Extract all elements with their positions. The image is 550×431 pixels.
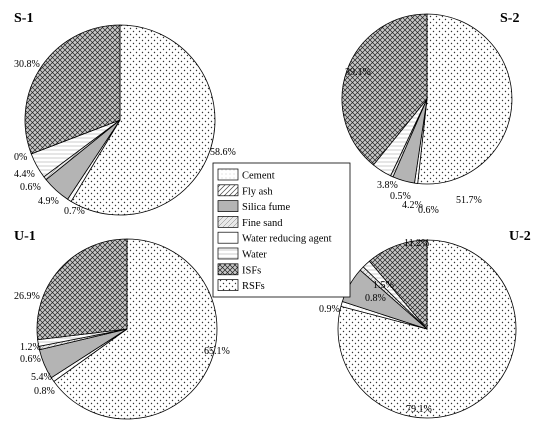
pie-s-2-label-cement: 0.6% bbox=[418, 205, 439, 216]
legend-swatch-cement bbox=[217, 168, 239, 181]
pie-u-2: U-279.1%0.9%6.5%0.8%1.5%11.2% bbox=[319, 229, 531, 419]
pie-u-2-label-water: 1.5% bbox=[373, 280, 394, 291]
pie-s-2: S-2 51.7% 0.6%4.2%0.5%3.8% 39.1% bbox=[341, 11, 519, 216]
pie-s-1-label-water: 4.4% bbox=[14, 169, 35, 180]
pie-u-2-label-fine-sand: 0.8% bbox=[365, 293, 386, 304]
pie-s-2-label-fine-sand: 0.5% bbox=[390, 191, 411, 202]
pie-u-1-slice-rsfs bbox=[53, 238, 218, 420]
pie-s-2-label-silica-fume: 4.2% bbox=[402, 200, 423, 211]
pie-u-1-label-rsfs: 65.1% bbox=[204, 346, 230, 357]
legend-swatch-water-reducing-agent bbox=[217, 231, 239, 244]
pie-s-1-title: S-1 bbox=[14, 11, 33, 26]
pie-s-2-title: S-2 bbox=[500, 11, 519, 26]
legend-label-fine-sand: Fine sand bbox=[242, 218, 283, 229]
legend-swatch-rsfs bbox=[217, 279, 239, 291]
legend-swatch-fine-sand bbox=[217, 216, 239, 228]
pies-layer: S-1 58.6% 0.7% 4.9% 0.6% 4.4% 0% 30.8% S-2 51.7% 0… bbox=[14, 11, 531, 420]
legend-label-fly-ash: Fly ash bbox=[242, 186, 273, 197]
pie-s-1-label-silica-fume: 4.9% bbox=[38, 196, 59, 207]
pie-u-1-label-cement: 0.8% bbox=[34, 386, 55, 397]
pie-u-1-label-isfs: 26.9% bbox=[14, 291, 40, 302]
pie-u-1-label-silica-fume: 5.4% bbox=[31, 372, 52, 383]
legend-items: Cement Fly ash Silica fume Fine sand Water r… bbox=[217, 168, 332, 292]
legend: Cement Fly ash Silica fume Fine sand Water r… bbox=[212, 162, 351, 298]
pie-s-2-label-water: 3.8% bbox=[377, 180, 398, 191]
pie-s-1-label-rsfs: 58.6% bbox=[210, 147, 236, 158]
pie-s-1-slice-isfs bbox=[24, 24, 121, 155]
pie-u-1-title: U-1 bbox=[14, 229, 36, 244]
pie-u-2-slice-isfs bbox=[368, 239, 428, 331]
legend-swatch-water bbox=[217, 247, 239, 260]
pie-u-2-title: U-2 bbox=[509, 229, 531, 244]
pie-u-2-label-isfs: 11.2% bbox=[404, 238, 429, 249]
legend-label-isfs: ISFs bbox=[242, 265, 261, 276]
pie-u-1: U-1 65.1% 0.8% 5.4% 0.6%1.2% 26.9% bbox=[14, 229, 230, 420]
legend-frame bbox=[212, 162, 351, 298]
legend-swatch-fly-ash bbox=[217, 184, 239, 197]
pie-s-1-label-fine-sand: 0.6% bbox=[20, 182, 41, 193]
legend-swatch-silica-fume bbox=[217, 200, 239, 212]
pie-u-1-slice-isfs bbox=[36, 238, 128, 341]
pie-s-2-slice-rsfs bbox=[417, 13, 513, 185]
legend-swatch-isfs bbox=[217, 263, 239, 276]
pie-s-1-slice-rsfs bbox=[70, 24, 216, 216]
pie-s-2-label-rsfs: 51.7% bbox=[456, 195, 482, 206]
pie-s-1: S-1 58.6% 0.7% 4.9% 0.6% 4.4% 0% 30.8% bbox=[14, 11, 236, 217]
pie-s-2-label-isfs: 39.1% bbox=[345, 67, 371, 78]
legend-label-water-reducing-agent: Water reducing agent bbox=[242, 234, 332, 245]
pie-s-1-label-water-reducing-agent: 0% bbox=[14, 152, 27, 163]
pie-u-1-label-fine-sand: 0.6% bbox=[20, 354, 41, 365]
legend-label-silica-fume: Silica fume bbox=[242, 202, 290, 213]
pie-u-2-label-cement: 0.9% bbox=[319, 304, 340, 315]
pie-s-1-label-isfs: 30.8% bbox=[14, 59, 40, 70]
pie-s-2-slice-isfs bbox=[341, 13, 428, 166]
legend-label-rsfs: RSFs bbox=[242, 281, 265, 292]
pie-s-1-label-cement: 0.7% bbox=[64, 206, 85, 217]
pie-u-2-label-rsfs: 79.1% bbox=[406, 404, 432, 415]
legend-label-cement: Cement bbox=[242, 171, 275, 182]
pie-u-1-label-water: 1.2% bbox=[20, 342, 41, 353]
legend-label-water: Water bbox=[242, 250, 267, 261]
